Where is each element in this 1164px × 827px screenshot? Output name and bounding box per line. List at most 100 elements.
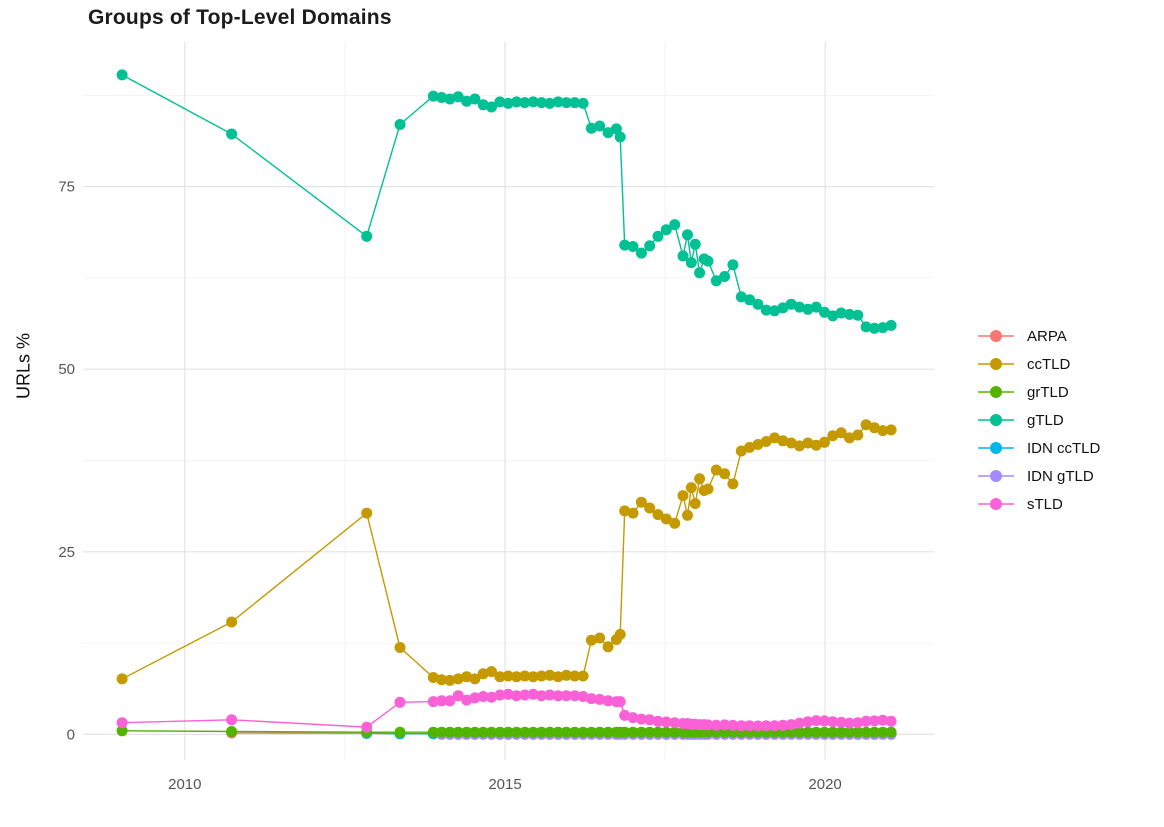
data-point xyxy=(486,691,497,703)
data-point xyxy=(652,726,664,738)
data-point xyxy=(727,719,739,731)
legend-key-icon xyxy=(978,442,1014,454)
data-point xyxy=(444,93,456,105)
data-point xyxy=(427,726,439,738)
data-point xyxy=(669,726,681,738)
data-point xyxy=(644,726,656,738)
data-point xyxy=(727,259,739,271)
legend-item-gtld: gTLD xyxy=(978,406,1100,434)
data-point xyxy=(810,301,822,313)
data-point xyxy=(810,439,822,451)
data-point xyxy=(769,432,781,444)
data-point xyxy=(819,726,830,738)
y-tick-label: 25 xyxy=(58,544,75,561)
legend-label: IDN ccTLD xyxy=(1027,439,1101,457)
data-point xyxy=(785,298,797,310)
data-point xyxy=(669,717,681,729)
data-point xyxy=(452,690,464,702)
data-point xyxy=(544,726,556,738)
data-point xyxy=(511,96,522,108)
data-point xyxy=(635,247,647,259)
data-point xyxy=(885,715,897,727)
data-point xyxy=(677,490,689,502)
data-point xyxy=(769,305,781,317)
data-point xyxy=(552,690,564,702)
data-point xyxy=(519,670,531,682)
data-point xyxy=(694,267,706,279)
data-point xyxy=(627,507,639,519)
data-point xyxy=(802,437,814,449)
data-point xyxy=(785,437,797,449)
gridlines xyxy=(83,42,934,760)
data-point xyxy=(602,127,614,139)
data-point xyxy=(727,478,739,490)
data-point xyxy=(689,238,701,250)
data-point xyxy=(614,696,626,708)
data-point xyxy=(619,239,631,251)
data-point xyxy=(827,310,839,322)
data-point xyxy=(394,696,406,708)
data-point xyxy=(682,509,693,521)
data-point xyxy=(502,670,514,682)
data-point xyxy=(436,92,448,103)
legend-label: IDN gTLD xyxy=(1027,467,1094,485)
data-point xyxy=(602,641,614,653)
data-point xyxy=(394,642,406,653)
chart-title: Groups of Top-Level Domains xyxy=(88,6,392,29)
data-point xyxy=(469,726,481,738)
data-point xyxy=(860,321,872,333)
data-point xyxy=(560,669,572,681)
data-point xyxy=(877,425,889,437)
data-point xyxy=(614,628,626,640)
data-point xyxy=(660,224,672,236)
series-gtld xyxy=(116,69,897,334)
series-grtld xyxy=(116,725,897,738)
data-point xyxy=(868,715,880,727)
data-point xyxy=(835,716,847,728)
data-point xyxy=(444,674,456,686)
data-point xyxy=(602,726,614,738)
axis-tick-labels: 0 25 50 75 2010 2015 2020 xyxy=(58,179,841,793)
data-point xyxy=(536,670,547,682)
data-point xyxy=(877,322,889,334)
data-point xyxy=(769,720,781,732)
data-point xyxy=(802,726,814,738)
data-point xyxy=(777,435,789,447)
data-point xyxy=(868,322,880,334)
data-point xyxy=(777,719,789,731)
data-point xyxy=(452,91,464,103)
data-point xyxy=(794,726,805,738)
data-point xyxy=(585,726,597,738)
data-point xyxy=(544,689,556,701)
data-point xyxy=(536,97,547,109)
data-point xyxy=(226,128,238,140)
data-point xyxy=(677,250,689,262)
data-point xyxy=(544,669,556,681)
data-point xyxy=(577,670,589,682)
data-point xyxy=(461,671,473,683)
data-point xyxy=(452,673,464,685)
data-point xyxy=(560,726,572,738)
data-point xyxy=(552,96,564,108)
data-point xyxy=(444,726,456,738)
data-point xyxy=(116,717,128,729)
data-point xyxy=(361,230,373,242)
data-point xyxy=(486,726,497,738)
legend-item-grtld: grTLD xyxy=(978,378,1100,406)
data-point xyxy=(794,717,805,729)
data-point xyxy=(494,671,506,683)
legend-label: ccTLD xyxy=(1027,355,1071,373)
series-line-gtld xyxy=(121,74,892,330)
data-point xyxy=(226,726,238,737)
data-point xyxy=(760,304,772,316)
data-point xyxy=(877,714,889,726)
data-point xyxy=(794,440,805,452)
data-point xyxy=(511,726,522,738)
data-point xyxy=(652,509,664,521)
data-point xyxy=(511,671,522,683)
data-point xyxy=(226,616,238,628)
data-point xyxy=(868,422,880,434)
data-point xyxy=(844,726,855,738)
x-tick-label: 2010 xyxy=(168,776,201,793)
data-point xyxy=(436,695,448,707)
